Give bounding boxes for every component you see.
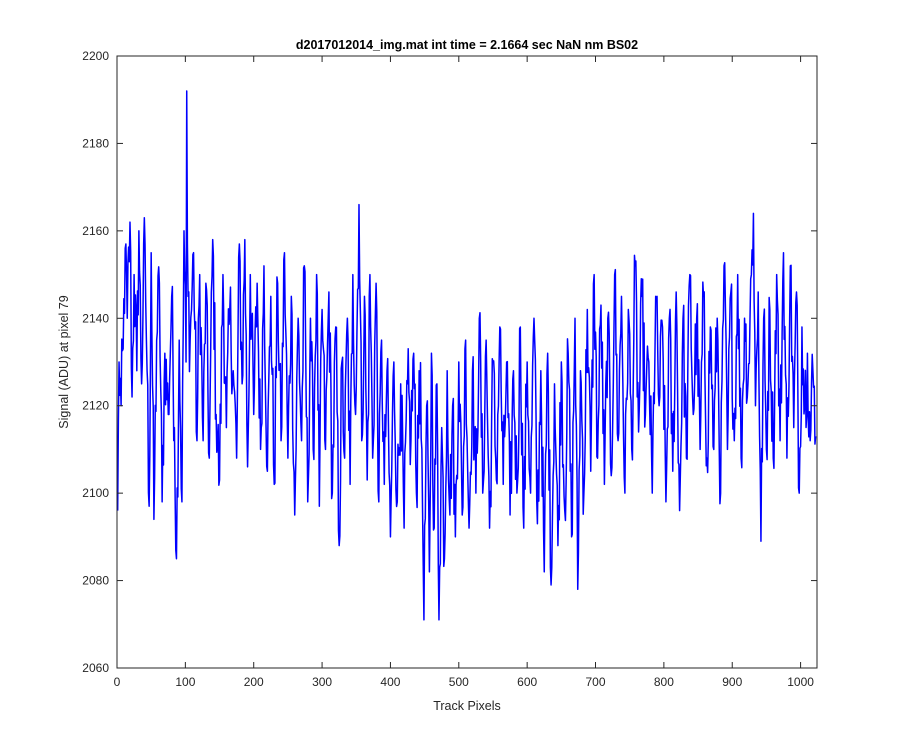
axes-box bbox=[116, 55, 818, 669]
series-layer bbox=[116, 90, 817, 621]
y-axis-label: Signal (ADU) at pixel 79 bbox=[57, 295, 71, 428]
y-tick-label: 2180 bbox=[82, 136, 109, 150]
y-tick-label: 2100 bbox=[82, 486, 109, 500]
y-tick-label: 2080 bbox=[82, 574, 109, 588]
signal-series-line bbox=[116, 90, 817, 621]
x-tick-label: 700 bbox=[586, 675, 606, 689]
y-tick-label: 2200 bbox=[82, 49, 109, 63]
y-tick-label: 2140 bbox=[82, 311, 109, 325]
x-tick-label: 800 bbox=[654, 675, 674, 689]
y-tick-label: 2060 bbox=[82, 661, 109, 675]
x-tick-label: 0 bbox=[114, 675, 121, 689]
plot-area bbox=[117, 56, 817, 668]
x-tick-label: 200 bbox=[244, 675, 264, 689]
chart-title: d2017012014_img.mat int time = 2.1664 se… bbox=[296, 38, 638, 52]
x-tick-label: 500 bbox=[449, 675, 469, 689]
x-tick-label: 900 bbox=[722, 675, 742, 689]
x-tick-label: 600 bbox=[517, 675, 537, 689]
x-tick-label: 400 bbox=[380, 675, 400, 689]
y-axis: 2060 2080 2100 2120 2140 2160 2180 2200 bbox=[82, 49, 817, 675]
x-tick-label: 100 bbox=[175, 675, 195, 689]
y-tick-label: 2120 bbox=[82, 399, 109, 413]
x-axis: 0 100 200 300 400 500 600 700 800 900 1000 bbox=[114, 56, 814, 689]
x-tick-label: 1000 bbox=[787, 675, 814, 689]
x-tick-label: 300 bbox=[312, 675, 332, 689]
x-axis-label: Track Pixels bbox=[433, 699, 501, 713]
y-tick-label: 2160 bbox=[82, 224, 109, 238]
